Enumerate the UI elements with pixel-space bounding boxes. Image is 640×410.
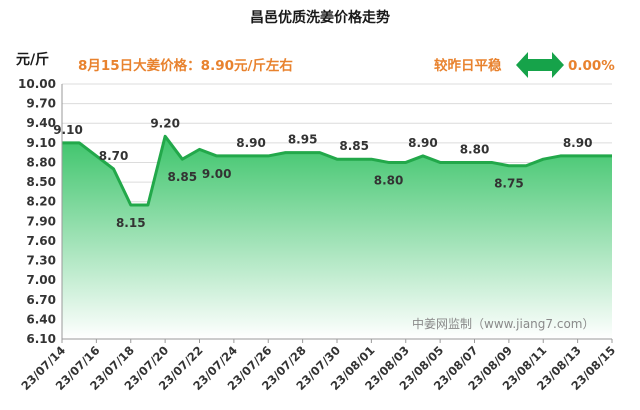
data-labels: 9.10 8.70 8.15 9.20 8.85 9.00 8.90 8.95 8.85 8.80… (53, 116, 592, 230)
data-label: 9.20 (150, 116, 180, 130)
data-label: 8.95 (288, 133, 318, 147)
data-label: 9.00 (202, 167, 232, 181)
data-label: 8.75 (494, 177, 524, 191)
y-tick-label: 7.00 (26, 273, 56, 287)
data-label: 8.80 (460, 142, 490, 156)
y-tick-label: 6.70 (26, 293, 56, 307)
y-tick-label: 9.10 (26, 136, 56, 150)
y-tick-label: 10.00 (18, 77, 56, 91)
y-tick-label: 6.40 (26, 312, 56, 326)
y-tick-label: 7.90 (26, 214, 56, 228)
y-tick-label: 8.50 (26, 175, 56, 189)
data-label: 8.90 (408, 136, 438, 150)
y-tick-label: 7.60 (26, 234, 56, 248)
change-value: 0.00% (568, 58, 615, 74)
data-label: 8.70 (99, 149, 129, 163)
data-label: 8.80 (374, 173, 404, 187)
data-label: 8.85 (339, 139, 369, 153)
y-axis-ticks: 6.10 6.40 6.70 7.00 7.30 7.60 7.90 8.20 8.50 8.80… (18, 77, 56, 346)
watermark: 中姜网监制（www.jiang7.com） (412, 316, 594, 331)
y-tick-label: 7.30 (26, 254, 56, 268)
data-label: 8.15 (116, 216, 146, 230)
y-tick-label: 8.20 (26, 195, 56, 209)
y-tick-label: 6.10 (26, 332, 56, 346)
data-label: 8.90 (563, 136, 593, 150)
double-arrow-icon (516, 52, 564, 78)
y-axis-unit-label: 元/斤 (16, 51, 49, 68)
x-axis-ticks: 23/07/1423/07/1623/07/1823/07/2023/07/22… (18, 339, 618, 393)
y-tick-label: 9.70 (26, 97, 56, 111)
series-line (62, 134, 612, 207)
change-label: 较昨日平稳 (434, 57, 502, 74)
chart-title: 昌邑优质洗姜价格走势 (250, 9, 390, 26)
price-note: 8月15日大姜价格：8.90元/斤左右 (78, 57, 293, 74)
data-label: 8.85 (168, 170, 198, 184)
data-label: 8.90 (236, 136, 266, 150)
y-tick-label: 9.40 (26, 116, 56, 130)
series-area-fill (62, 136, 612, 339)
data-label: 9.10 (53, 123, 83, 137)
series-area (62, 134, 612, 339)
y-tick-label: 8.80 (26, 155, 56, 169)
